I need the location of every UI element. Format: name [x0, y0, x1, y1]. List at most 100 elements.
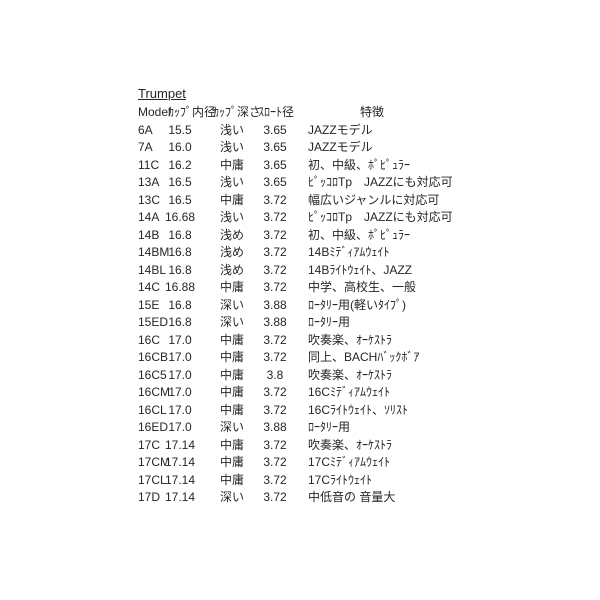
cup-diameter-cell: 17.14 — [164, 455, 196, 469]
cup-depth-cell: 浅め — [219, 262, 244, 277]
features-cell: 17Cﾗｲﾄｳｪｲﾄ — [308, 472, 373, 487]
header-features: 特徴 — [360, 105, 385, 119]
throat-cell: 3.65 — [263, 122, 287, 137]
model-cell: 15ED — [138, 315, 169, 329]
cup-depth-cell: 深い — [219, 490, 244, 504]
table-row: 14A 16.68 浅い 3.72 ﾋﾟｯｺﾛTp JAZZにも対応可 — [138, 209, 468, 227]
model-cell: 11C — [138, 157, 160, 172]
features-cell: ﾋﾟｯｺﾛTp JAZZにも対応可 — [308, 175, 453, 189]
cup-depth-cell: 浅い — [219, 122, 244, 137]
cup-depth-cell: 中庸 — [219, 192, 244, 207]
cup-diameter-cell: 15.5 — [168, 122, 192, 137]
throat-cell: 3.8 — [266, 367, 284, 382]
model-cell: 6A — [138, 122, 153, 137]
table-row: 16CM 17.0 中庸 3.72 16Cﾐﾃﾞｨｱﾑｳｪｲﾄ — [138, 384, 468, 402]
throat-cell: 3.72 — [263, 332, 287, 347]
features-cell: 16Cﾗｲﾄｳｪｲﾄ、ｿﾘｽﾄ — [308, 402, 409, 417]
model-cell: 16CL — [138, 402, 167, 417]
cup-diameter-cell: 16.5 — [168, 175, 192, 189]
features-cell: 幅広いジャンルに対応可 — [308, 192, 440, 207]
throat-cell: 3.72 — [263, 385, 287, 399]
cup-depth-cell: 中庸 — [219, 280, 244, 294]
throat-cell: 3.88 — [263, 420, 287, 434]
cup-diameter-cell: 17.0 — [168, 402, 192, 417]
throat-cell: 3.65 — [263, 175, 287, 189]
cup-depth-cell: 浅い — [219, 140, 244, 154]
page-title: Trumpet — [138, 86, 186, 101]
cup-diameter-cell: 16.8 — [168, 315, 192, 329]
trumpet-spec-sheet: Trumpet Model ｶｯﾌﾟ内径 ｶｯﾌﾟ深さ ｽﾛｰﾄ径 特徴 6A 1… — [138, 86, 468, 507]
cup-depth-cell: 中庸 — [219, 157, 244, 172]
model-cell: 17CM — [138, 455, 171, 469]
table-row: 14B 16.8 浅め 3.72 初、中級、ﾎﾟﾋﾟｭﾗｰ — [138, 227, 468, 245]
table-row: 14C 16.88 中庸 3.72 中学、高校生、一般 — [138, 279, 468, 297]
table-row: 17D 17.14 深い 3.72 中低音の 音量大 — [138, 489, 468, 507]
cup-depth-cell: 浅い — [219, 175, 244, 189]
table-row: 16C5 17.0 中庸 3.8 吹奏楽、ｵｰｹｽﾄﾗ — [138, 367, 468, 385]
cup-depth-cell: 中庸 — [219, 455, 244, 469]
model-cell: 14C — [138, 280, 161, 294]
model-cell: 16CB — [138, 350, 169, 364]
table-row: 7A 16.0 浅い 3.65 JAZZモデル — [138, 139, 468, 157]
model-cell: 13C — [138, 192, 161, 207]
header-model: Model — [138, 105, 171, 119]
header-cup-depth: ｶｯﾌﾟ深さ — [213, 105, 262, 119]
cup-diameter-cell: 17.14 — [164, 472, 196, 487]
table-row: 16CB 17.0 中庸 3.72 同上、BACHﾊﾞｯｸﾎﾞｱ — [138, 349, 468, 367]
throat-cell: 3.65 — [263, 140, 287, 154]
throat-cell: 3.72 — [263, 472, 287, 487]
features-cell: JAZZモデル — [308, 122, 373, 137]
model-cell: 16C5 — [138, 367, 167, 382]
model-cell: 16ED — [138, 420, 169, 434]
features-cell: 中学、高校生、一般 — [308, 280, 417, 294]
model-cell: 14BM — [138, 245, 170, 259]
throat-cell: 3.72 — [263, 437, 287, 452]
cup-depth-cell: 深い — [219, 297, 244, 312]
model-cell: 14A — [138, 210, 160, 224]
model-cell: 16CM — [138, 385, 171, 399]
model-cell: 17D — [138, 490, 161, 504]
cup-depth-cell: 中庸 — [219, 385, 244, 399]
features-cell: 14Bﾗｲﾄｳｪｲﾄ、JAZZ — [308, 262, 413, 277]
model-cell: 17CL — [138, 472, 167, 487]
features-cell: 初、中級、ﾎﾟﾋﾟｭﾗｰ — [308, 227, 411, 242]
table-row: 16ED 17.0 深い 3.88 ﾛｰﾀﾘｰ用 — [138, 419, 468, 437]
table-row: 15ED 16.8 深い 3.88 ﾛｰﾀﾘｰ用 — [138, 314, 468, 332]
table-row: 13A 16.5 浅い 3.65 ﾋﾟｯｺﾛTp JAZZにも対応可 — [138, 174, 468, 192]
model-cell: 14B — [138, 227, 160, 242]
model-cell: 7A — [138, 140, 153, 154]
table-row: 17C 17.14 中庸 3.72 吹奏楽、ｵｰｹｽﾄﾗ — [138, 437, 468, 455]
throat-cell: 3.72 — [263, 262, 287, 277]
cup-diameter-cell: 17.14 — [164, 490, 196, 504]
table-row: 11C 16.2 中庸 3.65 初、中級、ﾎﾟﾋﾟｭﾗｰ — [138, 157, 468, 175]
table-header-row: Model ｶｯﾌﾟ内径 ｶｯﾌﾟ深さ ｽﾛｰﾄ径 特徴 — [138, 104, 468, 122]
features-cell: 14Bﾐﾃﾞｨｱﾑｳｪｲﾄ — [308, 245, 390, 259]
table-row: 14BM 16.8 浅め 3.72 14Bﾐﾃﾞｨｱﾑｳｪｲﾄ — [138, 244, 468, 262]
features-cell: ﾛｰﾀﾘｰ用 — [308, 315, 351, 329]
features-cell: 同上、BACHﾊﾞｯｸﾎﾞｱ — [308, 350, 420, 364]
cup-depth-cell: 深い — [219, 315, 244, 329]
cup-diameter-cell: 16.8 — [168, 262, 192, 277]
cup-diameter-cell: 17.0 — [168, 420, 192, 434]
model-cell: 17C — [138, 437, 161, 452]
table-row: 14BL 16.8 浅め 3.72 14Bﾗｲﾄｳｪｲﾄ、JAZZ — [138, 262, 468, 280]
model-cell: 14BL — [138, 262, 167, 277]
cup-diameter-cell: 17.0 — [168, 367, 192, 382]
header-throat-diameter: ｽﾛｰﾄ径 — [258, 105, 295, 119]
features-cell: JAZZモデル — [308, 140, 373, 154]
model-cell: 13A — [138, 175, 160, 189]
cup-diameter-cell: 16.68 — [164, 210, 196, 224]
table-row: 17CL 17.14 中庸 3.72 17Cﾗｲﾄｳｪｲﾄ — [138, 472, 468, 490]
features-cell: ﾋﾟｯｺﾛTp JAZZにも対応可 — [308, 210, 453, 224]
cup-diameter-cell: 17.0 — [168, 350, 192, 364]
table-row: 16C 17.0 中庸 3.72 吹奏楽、ｵｰｹｽﾄﾗ — [138, 332, 468, 350]
throat-cell: 3.72 — [263, 192, 287, 207]
throat-cell: 3.72 — [263, 490, 287, 504]
throat-cell: 3.72 — [263, 210, 287, 224]
cup-diameter-cell: 16.88 — [164, 280, 196, 294]
features-cell: 16Cﾐﾃﾞｨｱﾑｳｪｲﾄ — [308, 385, 391, 399]
cup-depth-cell: 中庸 — [219, 402, 244, 417]
throat-cell: 3.72 — [263, 245, 287, 259]
model-cell: 15E — [138, 297, 160, 312]
cup-diameter-cell: 17.14 — [164, 437, 196, 452]
